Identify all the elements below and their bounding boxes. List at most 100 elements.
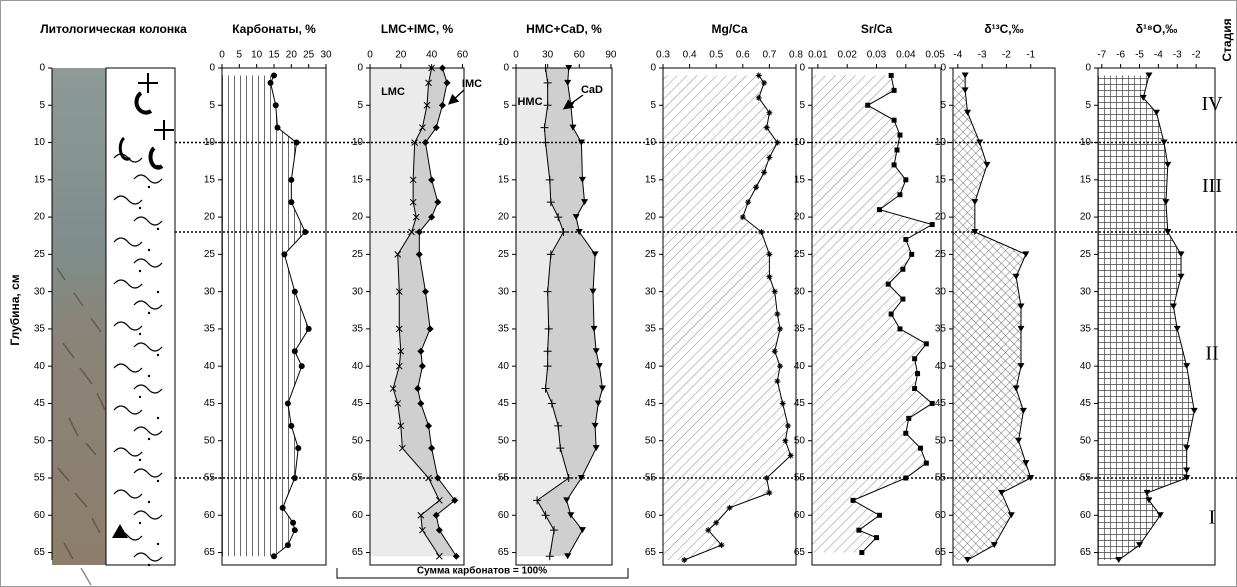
point <box>782 437 789 444</box>
dot <box>138 458 142 462</box>
depth-tick-label: 50 <box>794 435 806 446</box>
x-tick-label: 25 <box>303 50 315 61</box>
point <box>1012 385 1020 392</box>
point <box>543 101 552 110</box>
depth-tick-label: 0 <box>357 63 363 74</box>
point <box>426 325 434 333</box>
point <box>964 557 972 563</box>
depth-tick-label: 40 <box>645 361 657 372</box>
point <box>281 251 288 258</box>
dot <box>138 395 142 399</box>
root <box>138 73 158 93</box>
dot <box>156 542 160 546</box>
depth-tick-label: 35 <box>645 324 657 335</box>
point <box>876 207 882 213</box>
depth-tick-label: 0 <box>650 63 656 74</box>
depth-tick-label: 30 <box>794 286 806 297</box>
depth-tick-label: 60 <box>1080 510 1092 521</box>
depth-tick-label: 5 <box>357 100 363 111</box>
point <box>397 347 405 355</box>
photo-texture <box>63 542 74 560</box>
point <box>755 94 762 101</box>
point <box>1145 72 1153 79</box>
point <box>990 542 998 549</box>
depth-tick-label: 30 <box>34 286 46 297</box>
point <box>888 72 894 78</box>
x-tick-label: -6 <box>1116 50 1125 61</box>
point <box>591 422 599 429</box>
point <box>302 229 309 235</box>
x-tick-label: -7 <box>1097 50 1106 61</box>
point <box>290 519 297 526</box>
panel-title: HMC+CaD, % <box>526 22 602 36</box>
depth-tick-label: 5 <box>503 100 509 111</box>
point <box>1136 542 1144 549</box>
depth-tick-label: 0 <box>209 63 215 74</box>
point <box>554 421 563 430</box>
point <box>766 154 773 161</box>
depth-tick-label: 0 <box>503 63 509 74</box>
dot <box>147 374 151 378</box>
point <box>589 288 597 295</box>
point <box>1183 467 1191 474</box>
dot <box>147 563 151 567</box>
point <box>1173 325 1181 332</box>
point <box>577 475 585 481</box>
point <box>545 175 554 184</box>
depth-tick-label: 35 <box>204 324 216 335</box>
depth-tick-label: 20 <box>1080 212 1092 223</box>
depth-tick-label: 50 <box>1080 435 1092 446</box>
point <box>543 78 552 87</box>
point <box>272 102 279 109</box>
depth-tick-label: 60 <box>794 510 806 521</box>
depth-tick-label: 65 <box>204 547 216 558</box>
depth-tick-label: 65 <box>352 547 364 558</box>
x-tick-label: 0.3 <box>656 50 670 61</box>
dot <box>156 479 160 483</box>
depth-tick-label: 35 <box>352 324 364 335</box>
photo-texture <box>90 317 102 333</box>
point <box>389 385 397 392</box>
shell <box>148 146 164 170</box>
depth-tick-label: 15 <box>34 174 46 185</box>
symbol-column <box>105 67 176 566</box>
point <box>1156 512 1164 519</box>
point <box>397 422 405 430</box>
root <box>154 120 174 140</box>
point <box>428 444 436 452</box>
point <box>419 526 426 534</box>
point <box>418 362 426 370</box>
point <box>546 198 555 207</box>
depth-tick-label: 30 <box>352 286 364 297</box>
area-fill <box>516 68 569 557</box>
point <box>900 296 906 302</box>
x-tick-label: 20 <box>395 50 407 61</box>
point <box>419 124 426 131</box>
point <box>1177 251 1185 258</box>
stage-label: III <box>1202 175 1222 197</box>
point <box>543 287 552 296</box>
depth-tick-label: 5 <box>1085 100 1091 111</box>
point <box>766 109 773 116</box>
depth-tick-label: 20 <box>498 212 510 223</box>
x-tick-label: 90 <box>605 50 617 61</box>
point <box>291 348 298 355</box>
stage-label: IV <box>1201 93 1223 115</box>
dot <box>147 500 151 504</box>
panel-title: δ¹³C,‰ <box>984 22 1023 36</box>
point <box>906 415 912 421</box>
point <box>572 214 580 221</box>
depth-tick-label: 20 <box>794 212 806 223</box>
point <box>438 101 446 109</box>
depth-tick-label: 10 <box>645 137 657 148</box>
point <box>774 311 781 317</box>
point <box>417 347 425 355</box>
depth-tick-label: 30 <box>204 286 216 297</box>
x-tick-label: 20 <box>286 50 298 61</box>
bracket <box>336 568 629 579</box>
wave <box>133 216 163 226</box>
point <box>451 496 459 504</box>
wave <box>113 321 143 331</box>
wave <box>113 279 143 289</box>
wave <box>133 510 163 520</box>
